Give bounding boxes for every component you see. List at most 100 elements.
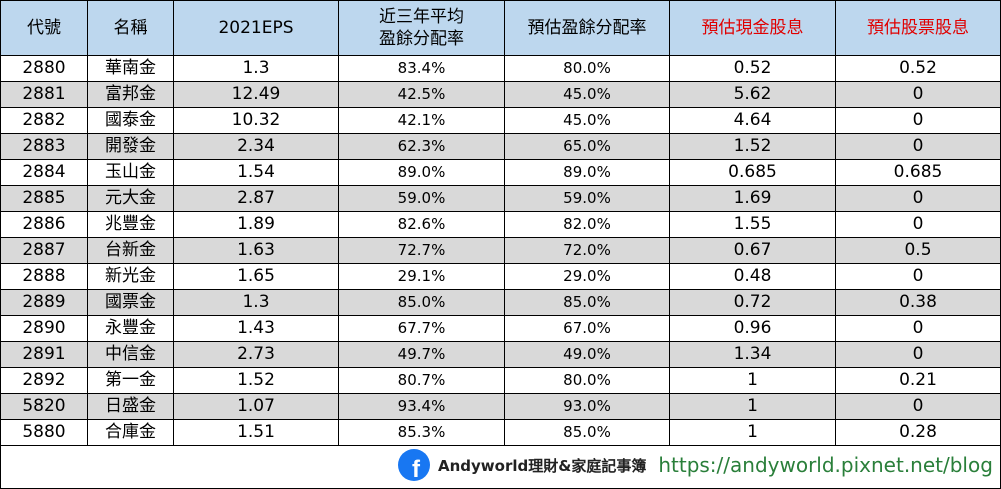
- cell-cash-dividend: 1: [669, 393, 836, 420]
- table-row: 2892 第一金 1.52 80.7% 80.0% 1 0.21: [0, 367, 1001, 394]
- cell-code: 2890: [0, 315, 88, 342]
- cell-cash-dividend: 0.96: [669, 315, 836, 342]
- cell-name: 第一金: [87, 367, 174, 394]
- table-header: 代號 名稱 2021EPS 近三年平均 盈餘分配率 預估盈餘分配率 預估現金股息 …: [0, 0, 1001, 56]
- footer-cell: [0, 445, 1001, 489]
- cell-cash-dividend: 0.72: [669, 289, 836, 316]
- cell-stock-dividend: 0.52: [835, 55, 1001, 82]
- cell-name: 合庫金: [87, 419, 174, 446]
- cell-avg-payout: 80.7%: [338, 367, 505, 394]
- cell-est-payout: 82.0%: [504, 211, 670, 238]
- cell-code: 2885: [0, 185, 88, 212]
- cell-name: 新光金: [87, 263, 174, 290]
- table-row: 2888 新光金 1.65 29.1% 29.0% 0.48 0: [0, 263, 1001, 290]
- cell-est-payout: 80.0%: [504, 367, 670, 394]
- cell-stock-dividend: 0: [835, 107, 1001, 134]
- footer-row: [0, 445, 1001, 489]
- cell-eps: 1.3: [173, 289, 339, 316]
- cell-name: 日盛金: [87, 393, 174, 420]
- cell-eps: 12.49: [173, 81, 339, 108]
- cell-name: 中信金: [87, 341, 174, 368]
- cell-eps: 1.51: [173, 419, 339, 446]
- cell-avg-payout: 67.7%: [338, 315, 505, 342]
- header-eps: 2021EPS: [173, 0, 339, 56]
- cell-code: 2888: [0, 263, 88, 290]
- cell-avg-payout: 62.3%: [338, 133, 505, 160]
- cell-eps: 1.52: [173, 367, 339, 394]
- cell-cash-dividend: 1.34: [669, 341, 836, 368]
- cell-name: 華南金: [87, 55, 174, 82]
- cell-avg-payout: 29.1%: [338, 263, 505, 290]
- cell-eps: 2.73: [173, 341, 339, 368]
- cell-cash-dividend: 1: [669, 367, 836, 394]
- cell-avg-payout: 83.4%: [338, 55, 505, 82]
- cell-avg-payout: 72.7%: [338, 237, 505, 264]
- cell-stock-dividend: 0: [835, 211, 1001, 238]
- cell-eps: 1.65: [173, 263, 339, 290]
- cell-stock-dividend: 0.28: [835, 419, 1001, 446]
- cell-name: 國票金: [87, 289, 174, 316]
- cell-stock-dividend: 0: [835, 185, 1001, 212]
- cell-stock-dividend: 0.21: [835, 367, 1001, 394]
- cell-eps: 1.3: [173, 55, 339, 82]
- header-row: 代號 名稱 2021EPS 近三年平均 盈餘分配率 預估盈餘分配率 預估現金股息 …: [0, 0, 1001, 56]
- cell-eps: 10.32: [173, 107, 339, 134]
- header-cash-dividend: 預估現金股息: [669, 0, 836, 56]
- table-row: 2891 中信金 2.73 49.7% 49.0% 1.34 0: [0, 341, 1001, 368]
- cell-eps: 1.63: [173, 237, 339, 264]
- cell-name: 國泰金: [87, 107, 174, 134]
- header-avg-payout: 近三年平均 盈餘分配率: [338, 0, 505, 56]
- cell-stock-dividend: 0: [835, 341, 1001, 368]
- cell-est-payout: 85.0%: [504, 419, 670, 446]
- cell-cash-dividend: 0.67: [669, 237, 836, 264]
- watermark-url: https://andyworld.pixnet.net/blog: [658, 453, 993, 477]
- table-row: 2880 華南金 1.3 83.4% 80.0% 0.52 0.52: [0, 55, 1001, 82]
- cell-eps: 1.54: [173, 159, 339, 186]
- cell-code: 2891: [0, 341, 88, 368]
- table-row: 2890 永豐金 1.43 67.7% 67.0% 0.96 0: [0, 315, 1001, 342]
- cell-avg-payout: 59.0%: [338, 185, 505, 212]
- cell-avg-payout: 49.7%: [338, 341, 505, 368]
- cell-eps: 1.89: [173, 211, 339, 238]
- cell-stock-dividend: 0: [835, 315, 1001, 342]
- cell-est-payout: 65.0%: [504, 133, 670, 160]
- cell-code: 2881: [0, 81, 88, 108]
- cell-code: 2892: [0, 367, 88, 394]
- cell-est-payout: 45.0%: [504, 107, 670, 134]
- cell-eps: 1.43: [173, 315, 339, 342]
- table-row: 2889 國票金 1.3 85.0% 85.0% 0.72 0.38: [0, 289, 1001, 316]
- table-body: 2880 華南金 1.3 83.4% 80.0% 0.52 0.52 2881 富邦金 12.49…: [0, 55, 1001, 446]
- cell-est-payout: 80.0%: [504, 55, 670, 82]
- cell-code: 2884: [0, 159, 88, 186]
- table-row: 5880 合庫金 1.51 85.3% 85.0% 1 0.28: [0, 419, 1001, 446]
- cell-name: 台新金: [87, 237, 174, 264]
- cell-avg-payout: 85.3%: [338, 419, 505, 446]
- cell-cash-dividend: 5.62: [669, 81, 836, 108]
- cell-code: 2886: [0, 211, 88, 238]
- cell-est-payout: 29.0%: [504, 263, 670, 290]
- cell-eps: 2.34: [173, 133, 339, 160]
- cell-est-payout: 72.0%: [504, 237, 670, 264]
- cell-code: 2883: [0, 133, 88, 160]
- cell-avg-payout: 42.5%: [338, 81, 505, 108]
- watermark: f Andyworld理財&家庭記事簿 https://andyworld.pi…: [398, 447, 993, 483]
- cell-stock-dividend: 0.38: [835, 289, 1001, 316]
- cell-cash-dividend: 0.685: [669, 159, 836, 186]
- cell-name: 玉山金: [87, 159, 174, 186]
- header-stock-dividend: 預估股票股息: [835, 0, 1001, 56]
- table-row: 2881 富邦金 12.49 42.5% 45.0% 5.62 0: [0, 81, 1001, 108]
- cell-cash-dividend: 1.52: [669, 133, 836, 160]
- cell-stock-dividend: 0: [835, 263, 1001, 290]
- cell-cash-dividend: 1: [669, 419, 836, 446]
- table-row: 5820 日盛金 1.07 93.4% 93.0% 1 0: [0, 393, 1001, 420]
- facebook-icon: f: [398, 449, 430, 481]
- cell-code: 2889: [0, 289, 88, 316]
- cell-stock-dividend: 0.5: [835, 237, 1001, 264]
- cell-est-payout: 59.0%: [504, 185, 670, 212]
- cell-est-payout: 49.0%: [504, 341, 670, 368]
- cell-cash-dividend: 1.55: [669, 211, 836, 238]
- table-row: 2885 元大金 2.87 59.0% 59.0% 1.69 0: [0, 185, 1001, 212]
- cell-stock-dividend: 0: [835, 393, 1001, 420]
- table-row: 2884 玉山金 1.54 89.0% 89.0% 0.685 0.685: [0, 159, 1001, 186]
- cell-avg-payout: 93.4%: [338, 393, 505, 420]
